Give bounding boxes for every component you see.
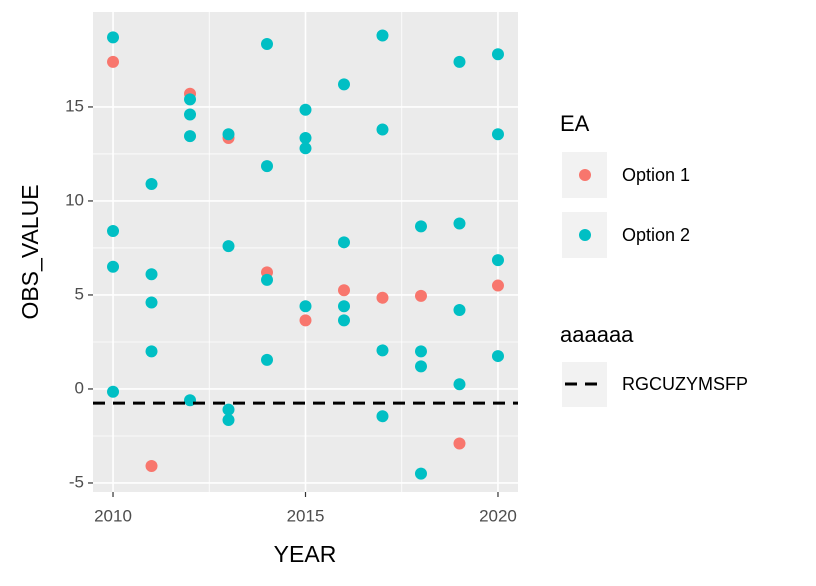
point bbox=[491, 350, 504, 363]
x-tick-label: 2020 bbox=[479, 506, 517, 525]
y-tick-label: 15 bbox=[65, 96, 84, 115]
point bbox=[337, 300, 350, 313]
point bbox=[107, 260, 120, 273]
x-tick-label: 2010 bbox=[94, 506, 132, 525]
point bbox=[299, 314, 312, 327]
point bbox=[491, 48, 504, 61]
y-tick-label: 0 bbox=[75, 378, 84, 397]
point bbox=[145, 268, 158, 281]
point bbox=[414, 467, 427, 480]
point bbox=[414, 345, 427, 358]
point bbox=[261, 273, 274, 286]
point bbox=[414, 289, 427, 302]
legend-label: RGCUZYMSFP bbox=[622, 374, 748, 394]
point bbox=[222, 413, 235, 426]
point bbox=[414, 360, 427, 373]
legend-label: Option 2 bbox=[622, 225, 690, 245]
point bbox=[107, 385, 120, 398]
point bbox=[184, 108, 197, 121]
point bbox=[453, 437, 466, 450]
point bbox=[453, 304, 466, 317]
point bbox=[145, 345, 158, 358]
point bbox=[491, 128, 504, 141]
point bbox=[376, 291, 389, 304]
point bbox=[491, 254, 504, 267]
point bbox=[376, 344, 389, 357]
point bbox=[414, 220, 427, 233]
point bbox=[107, 55, 120, 68]
point bbox=[376, 123, 389, 136]
legend-marker bbox=[579, 229, 591, 241]
point bbox=[337, 236, 350, 249]
point bbox=[261, 353, 274, 366]
point bbox=[299, 131, 312, 144]
point bbox=[376, 29, 389, 42]
y-tick-label: -5 bbox=[69, 472, 84, 491]
point bbox=[261, 160, 274, 173]
point bbox=[145, 460, 158, 473]
point bbox=[337, 314, 350, 327]
point bbox=[299, 142, 312, 155]
point bbox=[453, 217, 466, 230]
point bbox=[184, 93, 197, 106]
legend-marker bbox=[579, 169, 591, 181]
y-tick-label: 5 bbox=[75, 284, 84, 303]
point bbox=[184, 130, 197, 143]
point bbox=[107, 31, 120, 44]
point bbox=[145, 178, 158, 191]
point bbox=[107, 225, 120, 238]
point bbox=[453, 378, 466, 391]
point bbox=[453, 55, 466, 68]
point bbox=[299, 300, 312, 313]
point bbox=[222, 240, 235, 253]
legend-title: EA bbox=[560, 111, 590, 136]
point bbox=[222, 403, 235, 416]
y-axis-title: OBS_VALUE bbox=[17, 184, 43, 319]
legend-label: Option 1 bbox=[622, 165, 690, 185]
x-axis-title: YEAR bbox=[274, 541, 337, 567]
point bbox=[145, 296, 158, 309]
legend-title: aaaaaa bbox=[560, 322, 634, 347]
point bbox=[491, 279, 504, 292]
y-tick-label: 10 bbox=[65, 190, 84, 209]
point bbox=[261, 37, 274, 50]
point bbox=[299, 103, 312, 116]
x-tick-label: 2015 bbox=[287, 506, 325, 525]
point bbox=[337, 284, 350, 297]
point bbox=[222, 128, 235, 141]
point bbox=[337, 78, 350, 91]
point bbox=[376, 410, 389, 423]
